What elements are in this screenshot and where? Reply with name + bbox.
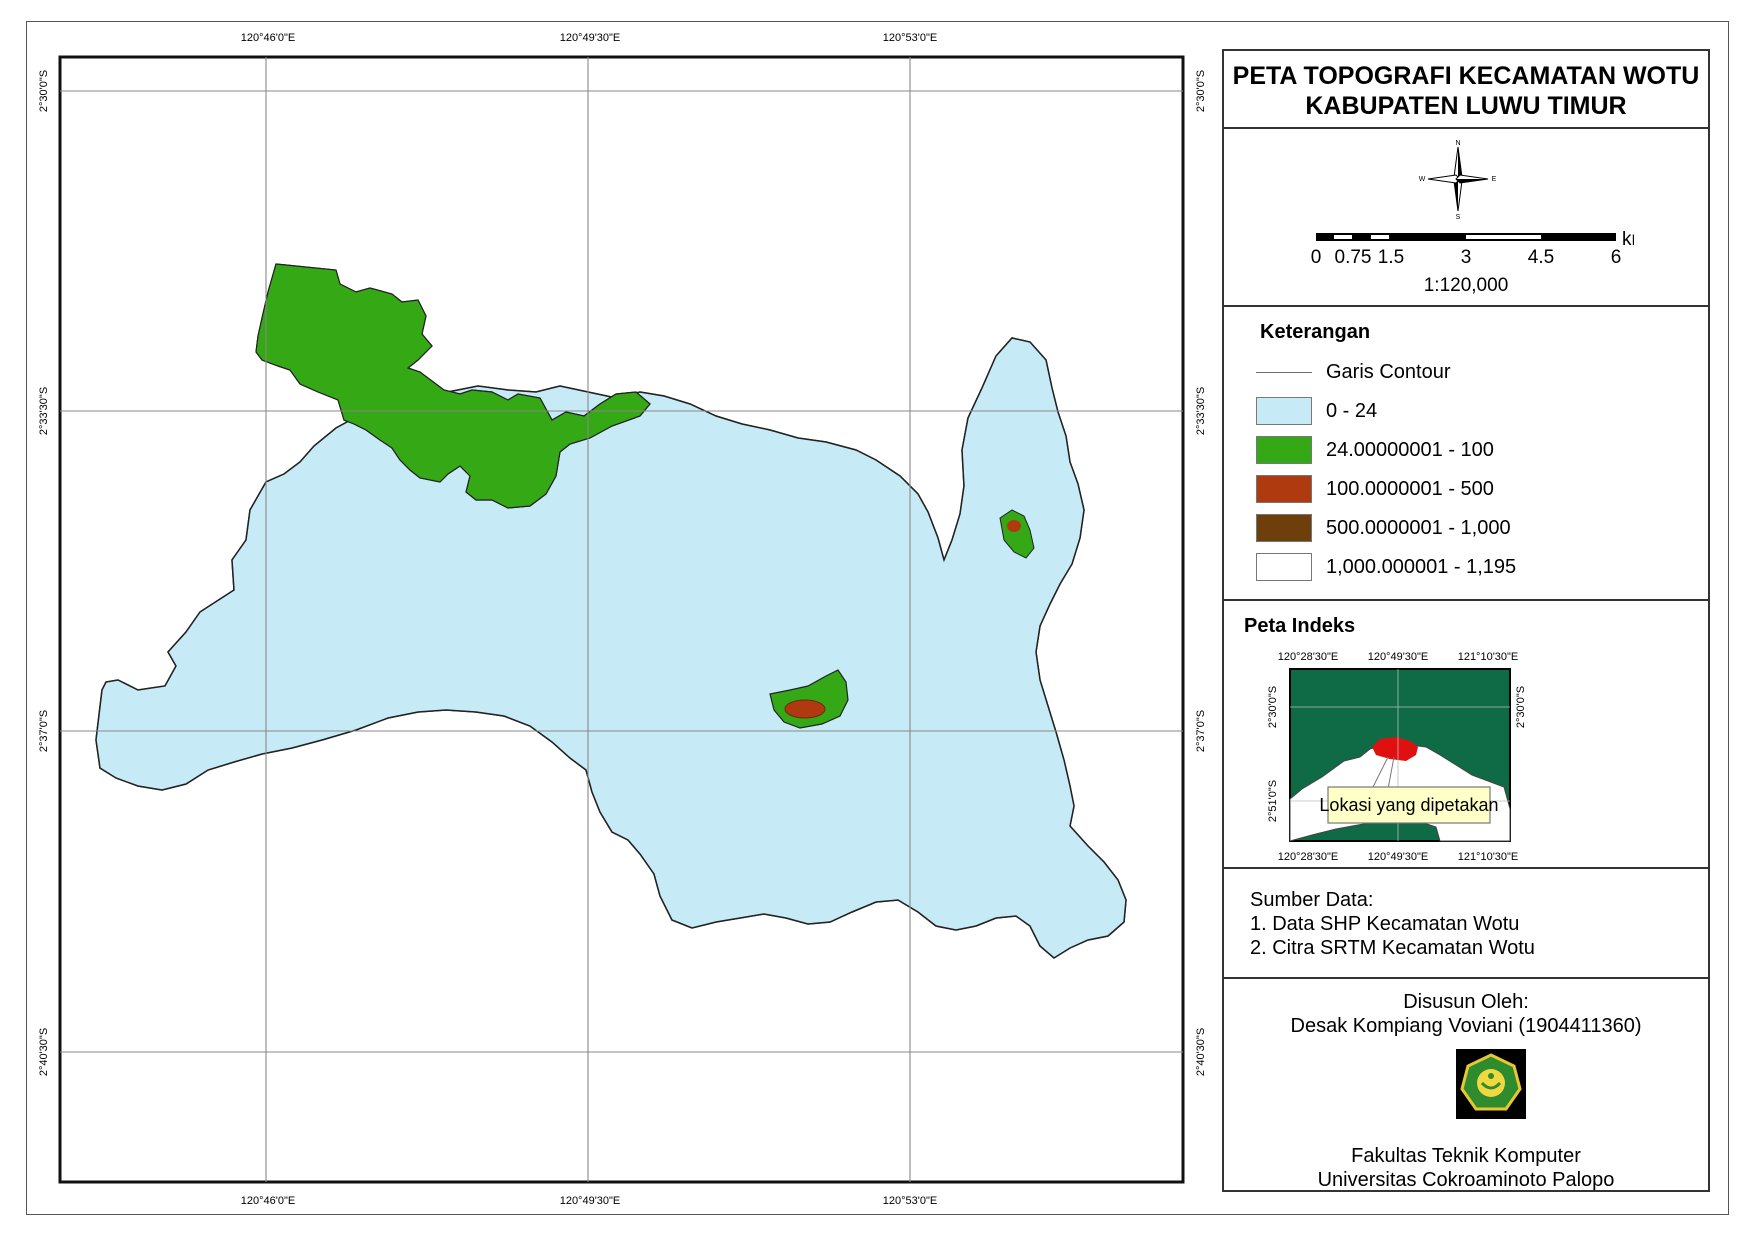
contour-line-swatch bbox=[1256, 371, 1312, 373]
north-scale-box: N S E W km 0 0.75 1.5 3 4.5 6 1:120,000 bbox=[1224, 129, 1708, 307]
legend-class: 100.0000001 - 500 bbox=[1256, 474, 1494, 504]
legend-contour: Garis Contour bbox=[1256, 357, 1451, 387]
index-bottom-label: 121°10'30"E bbox=[1458, 851, 1519, 863]
legend-swatch bbox=[1256, 397, 1312, 425]
graticule bbox=[60, 57, 1183, 1182]
legend-class-label: 100.0000001 - 500 bbox=[1326, 477, 1494, 500]
right-lat-label: 2°40'30"S bbox=[1195, 1028, 1207, 1076]
legend-class: 0 - 24 bbox=[1256, 396, 1377, 426]
index-callout-text: Lokasi yang dipetakan bbox=[1319, 795, 1498, 815]
index-bottom-label: 120°49'30"E bbox=[1368, 851, 1429, 863]
legend-class: 1,000.000001 - 1,195 bbox=[1256, 552, 1516, 582]
index-left-label: 2°51'0"S bbox=[1267, 780, 1279, 822]
highland-central-hill bbox=[769, 669, 849, 729]
legend-class-label: 500.0000001 - 1,000 bbox=[1326, 516, 1511, 539]
bottom-lon-label: 120°46'0"E bbox=[241, 1195, 295, 1207]
left-lat-label: 2°33'30"S bbox=[38, 387, 50, 435]
map-sheet-frame bbox=[26, 21, 1729, 1215]
source-item: 1. Data SHP Kecamatan Wotu bbox=[1250, 913, 1520, 935]
legend-heading: Keterangan bbox=[1260, 321, 1371, 343]
map-title-line2: KABUPATEN LUWU TIMUR bbox=[1305, 92, 1627, 120]
scale-tick: 6 bbox=[1611, 247, 1622, 268]
author-heading: Disusun Oleh: bbox=[1403, 991, 1529, 1013]
legend-box: Keterangan Garis Contour 0 - 24 24.00000… bbox=[1224, 307, 1708, 601]
highland-east-hill bbox=[999, 509, 1035, 559]
index-right-label: 2°30'0"S bbox=[1515, 686, 1527, 728]
bottom-lon-label: 120°53'0"E bbox=[883, 1195, 937, 1207]
author-name: Desak Kompiang Voviani (1904411360) bbox=[1290, 1015, 1642, 1037]
left-lat-label: 2°30'0"S bbox=[38, 70, 50, 112]
map-title-line1: PETA TOPOGRAFI KECAMATAN WOTU bbox=[1232, 62, 1700, 90]
university-seal-icon bbox=[1456, 1049, 1526, 1119]
index-map: 120°28'30"E 120°49'30"E 121°10'30"E 120°… bbox=[1267, 651, 1527, 863]
index-top-label: 120°49'30"E bbox=[1368, 651, 1429, 663]
legend-class-label: 0 - 24 bbox=[1326, 399, 1378, 422]
peak-100-500-east bbox=[1007, 520, 1021, 532]
university-name: Universitas Cokroaminoto Palopo bbox=[1317, 1169, 1615, 1191]
scale-tick: 4.5 bbox=[1528, 247, 1554, 268]
compass-s: S bbox=[1456, 214, 1461, 219]
legend-swatch bbox=[1256, 436, 1312, 464]
index-top-label: 120°28'30"E bbox=[1278, 651, 1339, 663]
legend-swatch bbox=[1256, 553, 1312, 581]
data-source-box: Sumber Data: 1. Data SHP Kecamatan Wotu … bbox=[1224, 869, 1708, 979]
legend-class: 500.0000001 - 1,000 bbox=[1256, 513, 1511, 543]
index-bottom-label: 120°28'30"E bbox=[1278, 851, 1339, 863]
compass-e: E bbox=[1492, 176, 1497, 183]
index-location-marker bbox=[1372, 737, 1418, 761]
right-lat-label: 2°37'0"S bbox=[1195, 710, 1207, 752]
legend-swatch bbox=[1256, 475, 1312, 503]
top-lon-label: 120°46'0"E bbox=[241, 32, 295, 44]
scale-tick: 1.5 bbox=[1378, 247, 1404, 268]
compass-n: N bbox=[1455, 140, 1460, 147]
peak-100-500-central bbox=[784, 699, 826, 719]
top-lon-label: 120°49'30"E bbox=[560, 32, 621, 44]
index-left-label: 2°30'0"S bbox=[1267, 686, 1279, 728]
main-map: 120°46'0"E 120°49'30"E 120°53'0"E 120°46… bbox=[38, 32, 1207, 1207]
right-lat-label: 2°33'30"S bbox=[1195, 387, 1207, 435]
scale-tick: 3 bbox=[1461, 247, 1472, 268]
scale-ratio: 1:120,000 bbox=[1424, 275, 1509, 296]
left-lat-label: 2°37'0"S bbox=[38, 710, 50, 752]
scale-tick: 0 bbox=[1311, 247, 1322, 268]
compass-w: W bbox=[1419, 176, 1426, 183]
index-top-label: 121°10'30"E bbox=[1458, 651, 1519, 663]
index-callout-box bbox=[1327, 786, 1491, 824]
map-layout-panel: PETA TOPOGRAFI KECAMATAN WOTU KABUPATEN … bbox=[1222, 49, 1710, 1192]
faculty-name: Fakultas Teknik Komputer bbox=[1351, 1145, 1581, 1167]
legend-class-label: 1,000.000001 - 1,195 bbox=[1326, 555, 1517, 578]
index-map-box: Peta Indeks 120°28'30"E 120°49'30"E 121°… bbox=[1224, 601, 1708, 869]
index-heading: Peta Indeks bbox=[1244, 615, 1356, 637]
top-lon-label: 120°53'0"E bbox=[883, 32, 937, 44]
title-box: PETA TOPOGRAFI KECAMATAN WOTU KABUPATEN … bbox=[1224, 51, 1708, 129]
bottom-lon-label: 120°49'30"E bbox=[560, 1195, 621, 1207]
compass-rose-icon: N S E W bbox=[1419, 140, 1497, 219]
author-box: Disusun Oleh: Desak Kompiang Voviani (19… bbox=[1224, 979, 1708, 1192]
legend-class-label: 24.00000001 - 100 bbox=[1326, 438, 1494, 461]
scale-unit: km bbox=[1622, 231, 1634, 250]
left-lat-label: 2°40'30"S bbox=[38, 1028, 50, 1076]
legend-swatch bbox=[1256, 514, 1312, 542]
scale-bar: km 0 0.75 1.5 3 4.5 6 1:120,000 bbox=[1311, 231, 1634, 296]
right-lat-label: 2°30'0"S bbox=[1195, 70, 1207, 112]
legend-contour-label: Garis Contour bbox=[1326, 360, 1451, 383]
source-item: 2. Citra SRTM Kecamatan Wotu bbox=[1250, 937, 1535, 959]
legend-class: 24.00000001 - 100 bbox=[1256, 435, 1494, 465]
highland-24-100-north bbox=[255, 263, 651, 509]
scale-tick: 0.75 bbox=[1335, 247, 1372, 268]
source-heading: Sumber Data: bbox=[1250, 889, 1374, 911]
